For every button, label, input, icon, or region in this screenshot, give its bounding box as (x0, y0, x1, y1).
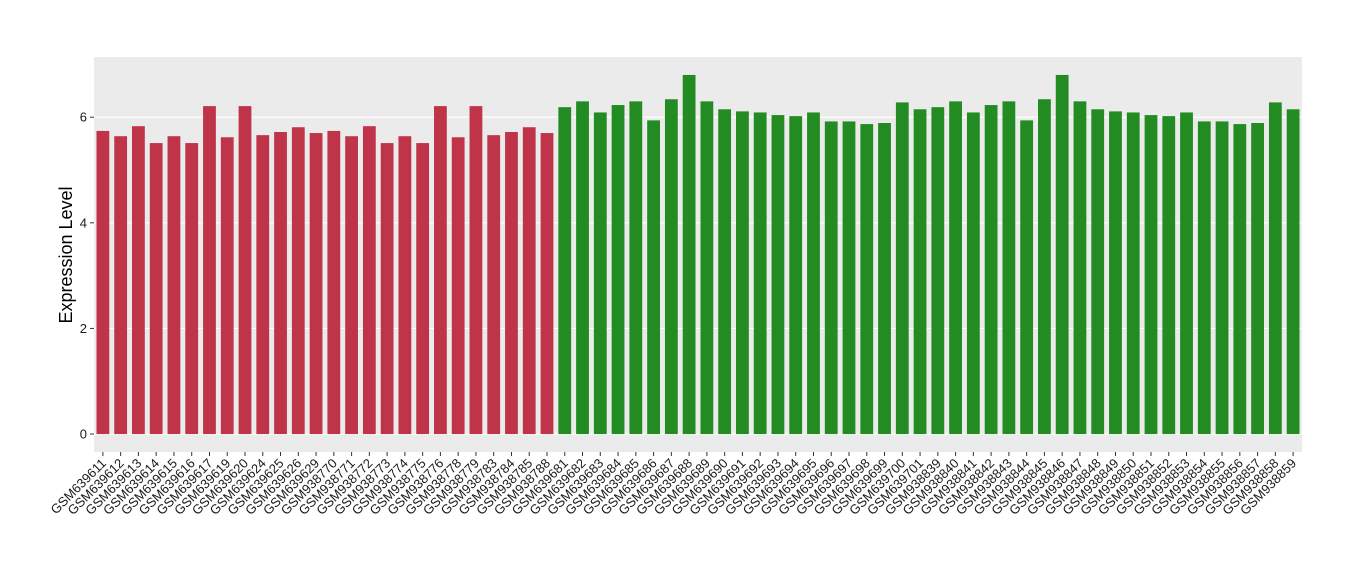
bar (132, 126, 145, 435)
bar (1197, 121, 1211, 435)
bar (167, 136, 181, 435)
bar (1073, 101, 1087, 435)
bar (771, 115, 785, 435)
bar (505, 131, 518, 435)
bar (1144, 115, 1158, 435)
bar (949, 101, 962, 435)
bar (878, 123, 891, 435)
bar (398, 136, 412, 435)
bar (96, 130, 110, 435)
bar (984, 105, 998, 435)
bar (327, 130, 341, 435)
bar (895, 102, 909, 435)
bar (789, 116, 803, 435)
bar (362, 126, 376, 435)
y-tick-label: 4 (80, 215, 87, 230)
bar (860, 124, 874, 435)
bar (753, 112, 767, 435)
bar (1055, 74, 1069, 435)
bar (434, 106, 447, 435)
bar (203, 106, 216, 435)
y-tick-label: 2 (80, 321, 87, 336)
bar (807, 112, 820, 435)
bar (416, 143, 430, 435)
bar (469, 106, 483, 435)
bar (913, 109, 927, 435)
bar (842, 121, 856, 435)
bar (256, 135, 270, 435)
bar (576, 101, 589, 435)
bar (593, 112, 607, 435)
bar (540, 133, 554, 435)
bar (1233, 124, 1247, 435)
bar (966, 112, 980, 435)
bar (629, 101, 643, 435)
bar (718, 109, 732, 435)
bar (185, 143, 199, 435)
bar (682, 74, 696, 435)
bar (487, 135, 501, 435)
bar (114, 136, 128, 435)
bar (1091, 109, 1105, 435)
bar (558, 107, 572, 435)
y-tick-label: 6 (80, 110, 87, 125)
bar (611, 105, 625, 435)
bar (309, 133, 323, 435)
bar (700, 101, 714, 435)
bar (824, 121, 838, 435)
bar (1109, 111, 1122, 435)
bar (291, 127, 305, 435)
bar (149, 143, 163, 435)
bar (1002, 101, 1016, 435)
bar (1020, 120, 1034, 435)
bar (451, 137, 465, 435)
bar (736, 111, 749, 435)
bar (1215, 121, 1229, 435)
bar (647, 120, 660, 435)
bar (1251, 123, 1264, 435)
bar (1180, 112, 1193, 435)
bar (1286, 109, 1300, 435)
bar (1126, 112, 1140, 435)
bar (664, 99, 678, 435)
bar (238, 106, 252, 435)
bar (931, 107, 945, 435)
bar (274, 131, 287, 435)
bar (380, 143, 394, 435)
bar (220, 137, 234, 435)
bar (345, 136, 358, 435)
bar (1268, 102, 1282, 435)
bar (522, 127, 536, 435)
bar (1162, 116, 1176, 435)
y-axis-label: Expression Level (56, 186, 76, 323)
bar (1038, 99, 1051, 435)
y-tick-label: 0 (80, 427, 87, 442)
